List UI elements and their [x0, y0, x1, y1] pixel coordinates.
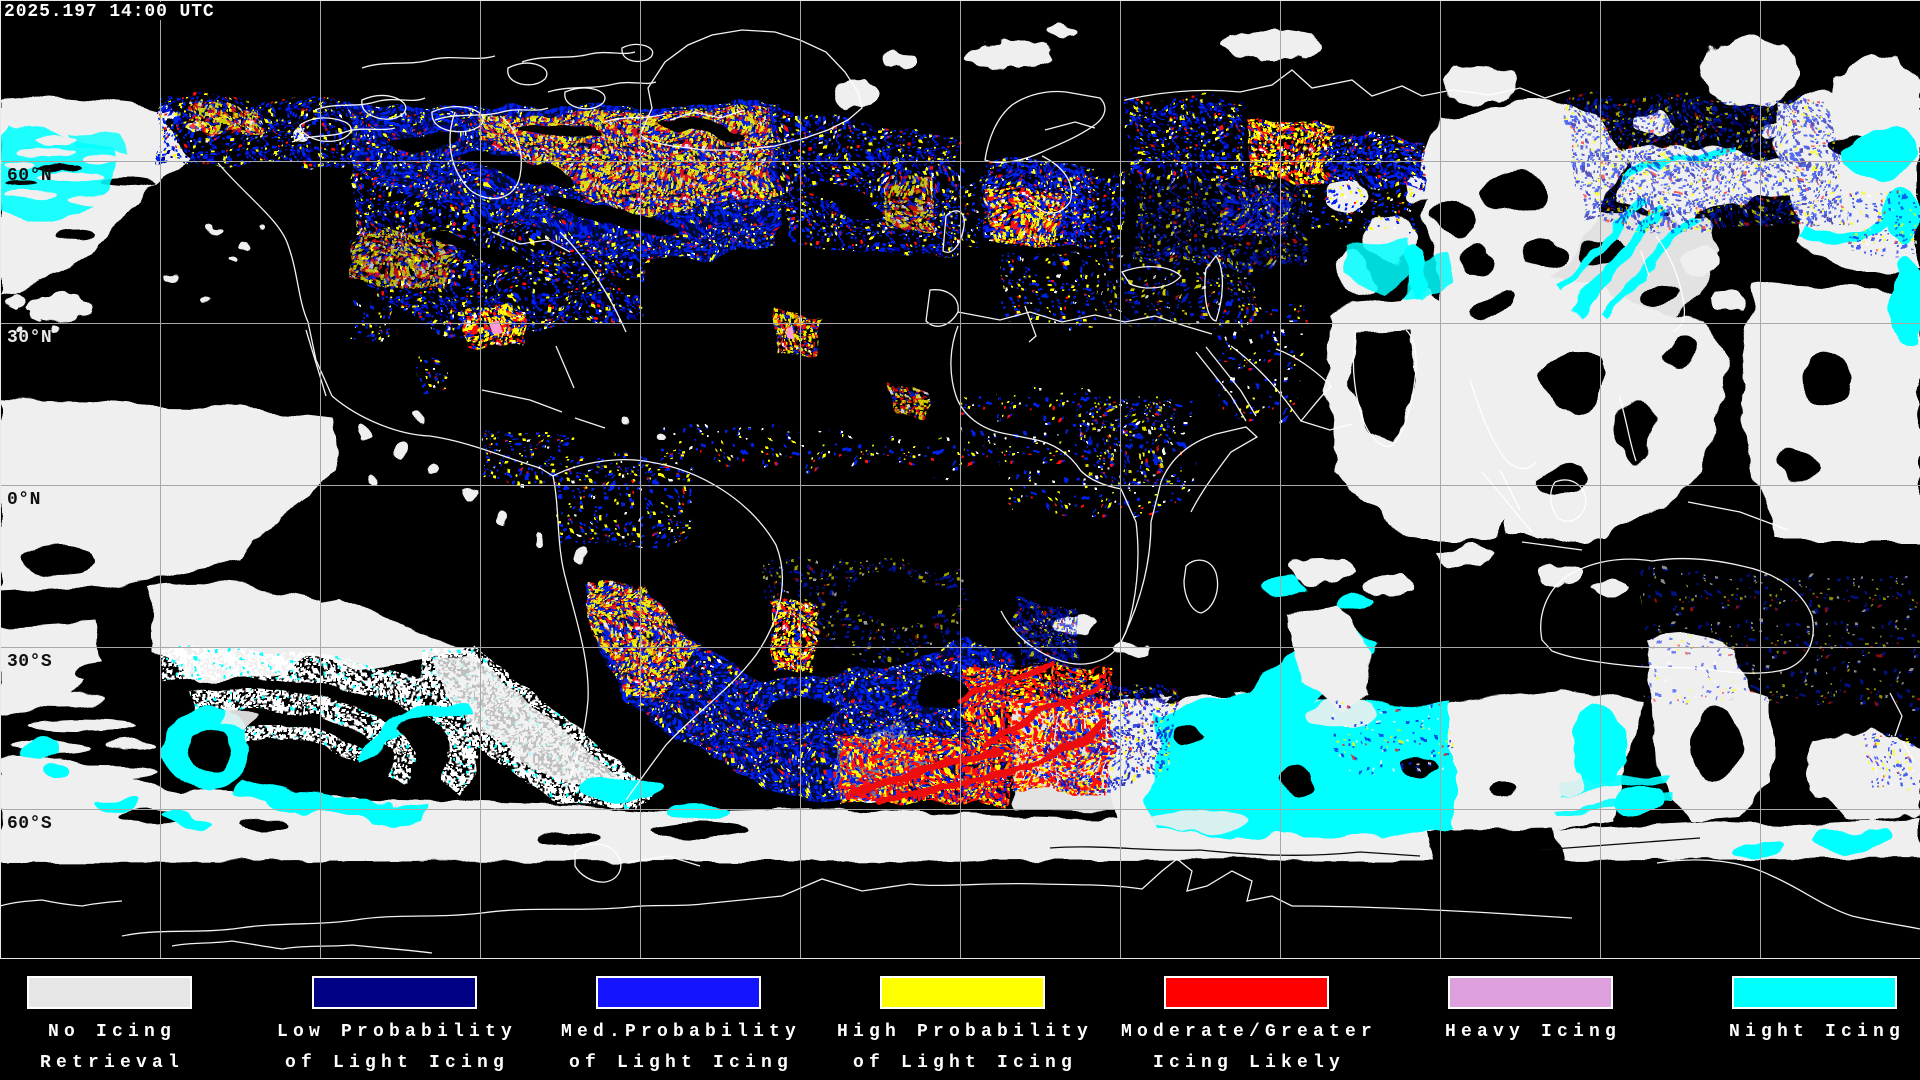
- svg-text:30°N: 30°N: [7, 328, 52, 348]
- svg-text:Low Probability: Low Probability: [277, 1022, 517, 1042]
- svg-text:60°S: 60°S: [7, 814, 52, 834]
- svg-text:of Light Icing: of Light Icing: [569, 1053, 793, 1073]
- svg-text:High Probability: High Probability: [837, 1022, 1093, 1042]
- svg-text:of Light Icing: of Light Icing: [853, 1053, 1077, 1073]
- svg-text:Retrieval: Retrieval: [40, 1053, 184, 1073]
- svg-text:Moderate/Greater: Moderate/Greater: [1121, 1022, 1377, 1042]
- svg-text:30°S: 30°S: [7, 652, 52, 672]
- svg-text:No Icing: No Icing: [48, 1022, 176, 1042]
- svg-text:2025.197 14:00 UTC: 2025.197 14:00 UTC: [4, 2, 215, 22]
- svg-text:0°N: 0°N: [7, 490, 41, 510]
- svg-text:Med.Probability: Med.Probability: [561, 1022, 801, 1042]
- svg-text:of Light Icing: of Light Icing: [285, 1053, 509, 1073]
- svg-text:Icing Likely: Icing Likely: [1153, 1053, 1345, 1073]
- svg-text:Night Icing: Night Icing: [1729, 1022, 1905, 1042]
- svg-text:Heavy Icing: Heavy Icing: [1445, 1022, 1621, 1042]
- svg-text:60°N: 60°N: [7, 166, 52, 186]
